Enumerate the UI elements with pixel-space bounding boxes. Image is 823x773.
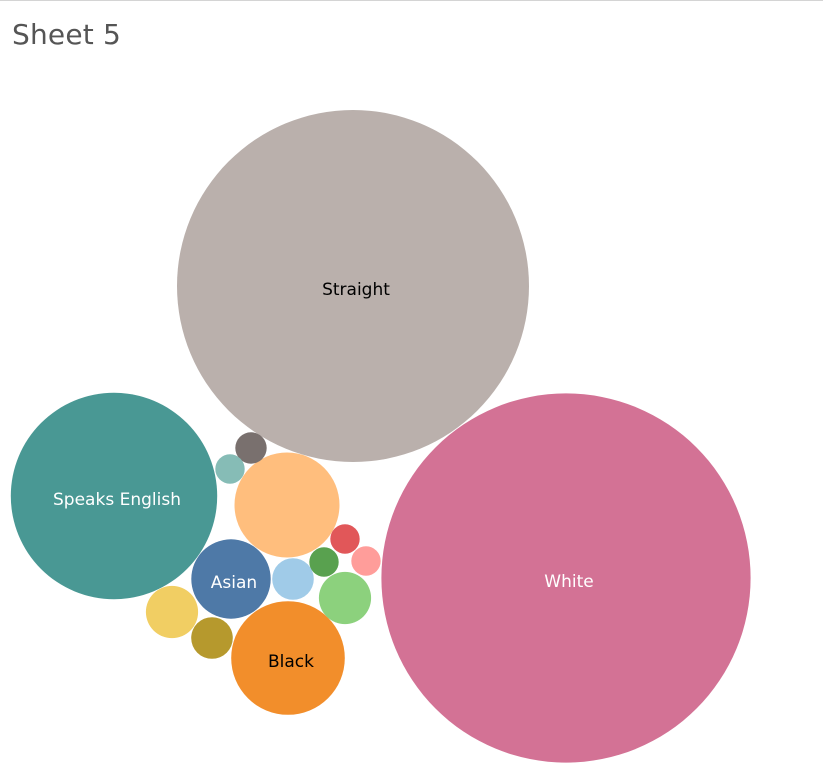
sheet-title: Sheet 5 bbox=[12, 18, 122, 51]
bubble-unlabeled-13[interactable] bbox=[351, 546, 381, 576]
bubble-label-black: Black bbox=[268, 652, 314, 672]
bubble-unlabeled-6[interactable] bbox=[318, 571, 372, 625]
bubble-unlabeled-8[interactable] bbox=[272, 558, 314, 600]
bubble-unlabeled-3[interactable] bbox=[234, 452, 340, 558]
bubble-label-white: White bbox=[544, 572, 593, 592]
bubble-speaks-english[interactable] bbox=[10, 392, 218, 600]
bubble-straight[interactable] bbox=[177, 110, 529, 462]
top-border bbox=[0, 0, 823, 1]
bubble-label-asian: Asian bbox=[211, 573, 257, 593]
bubble-white[interactable] bbox=[381, 393, 751, 763]
bubble-asian[interactable] bbox=[191, 539, 271, 619]
bubble-unlabeled-14[interactable] bbox=[309, 547, 339, 577]
bubble-black[interactable] bbox=[231, 601, 345, 715]
bubble-unlabeled-7[interactable] bbox=[145, 585, 199, 639]
bubble-label-straight: Straight bbox=[322, 280, 390, 300]
bubble-unlabeled-11[interactable] bbox=[330, 524, 360, 554]
bubble-unlabeled-12[interactable] bbox=[215, 454, 245, 484]
bubble-label-speaks-english: Speaks English bbox=[53, 490, 181, 510]
bubble-unlabeled-10[interactable] bbox=[235, 432, 267, 464]
bubble-unlabeled-9[interactable] bbox=[191, 617, 233, 659]
